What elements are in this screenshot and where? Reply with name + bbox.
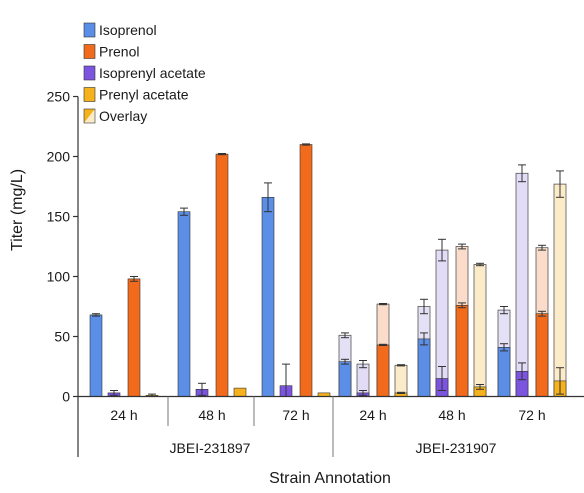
bar-prenol: [127, 278, 141, 397]
overlay-bar-prenyl-acetate: [473, 264, 487, 397]
x-tick-label: 24 h: [110, 407, 137, 423]
legend-swatch-overlay-light: [84, 109, 95, 123]
y-axis-title: Titer (mg/L): [9, 169, 26, 251]
bar-isoprenol: [417, 338, 431, 397]
bar-prenol: [535, 313, 549, 397]
bar-prenol: [455, 304, 469, 397]
legend-swatch: [83, 87, 96, 102]
bar-isoprenol: [261, 197, 275, 397]
legend-swatch: [83, 22, 96, 38]
group-label: JBEI-231907: [416, 440, 497, 456]
bar-prenol: [376, 344, 390, 397]
bar-isoprenol: [177, 211, 191, 397]
bar-prenol: [299, 144, 313, 397]
y-tick-label: 200: [47, 149, 71, 165]
bar-isoprenol: [89, 314, 103, 397]
legend-label: Isoprenol: [99, 22, 157, 38]
y-tick-label: 0: [62, 389, 70, 405]
y-tick-label: 150: [47, 209, 71, 225]
x-axis-title: Strain Annotation: [269, 470, 391, 487]
bar-isoprenol: [497, 346, 511, 397]
x-tick-label: 72 h: [518, 407, 545, 423]
legend-label: Prenol: [99, 44, 139, 60]
bar-prenyl-acetate: [233, 387, 247, 397]
y-tick-label: 100: [47, 269, 71, 285]
bars-layer: [89, 143, 567, 397]
legend-swatch-outline: [83, 108, 96, 124]
x-tick-label: 48 h: [198, 407, 225, 423]
y-tick-label: 50: [54, 329, 70, 345]
group-label: JBEI-231897: [170, 440, 251, 456]
legend-swatch: [83, 65, 96, 81]
x-tick-label: 72 h: [282, 407, 309, 423]
x-tick-label: 48 h: [438, 407, 465, 423]
bar-prenol: [215, 153, 229, 397]
overlay-bar-prenyl-acetate: [553, 183, 567, 397]
legend-label: Isoprenyl acetate: [99, 65, 206, 81]
y-tick-label: 250: [47, 89, 71, 105]
legend-swatch: [83, 44, 96, 59]
legend-label: Prenyl acetate: [99, 87, 189, 103]
legend-label: Overlay: [99, 108, 147, 124]
axes-layer: 0 50 100 150 200 250 24 h 48 h 72 h 24 h 48 h 72 h J…: [47, 89, 584, 457]
legend: Isoprenol Prenol Isoprenyl acetate Prenyl a…: [83, 22, 206, 124]
bar-isoprenol: [338, 361, 352, 397]
x-tick-label: 24 h: [359, 407, 386, 423]
